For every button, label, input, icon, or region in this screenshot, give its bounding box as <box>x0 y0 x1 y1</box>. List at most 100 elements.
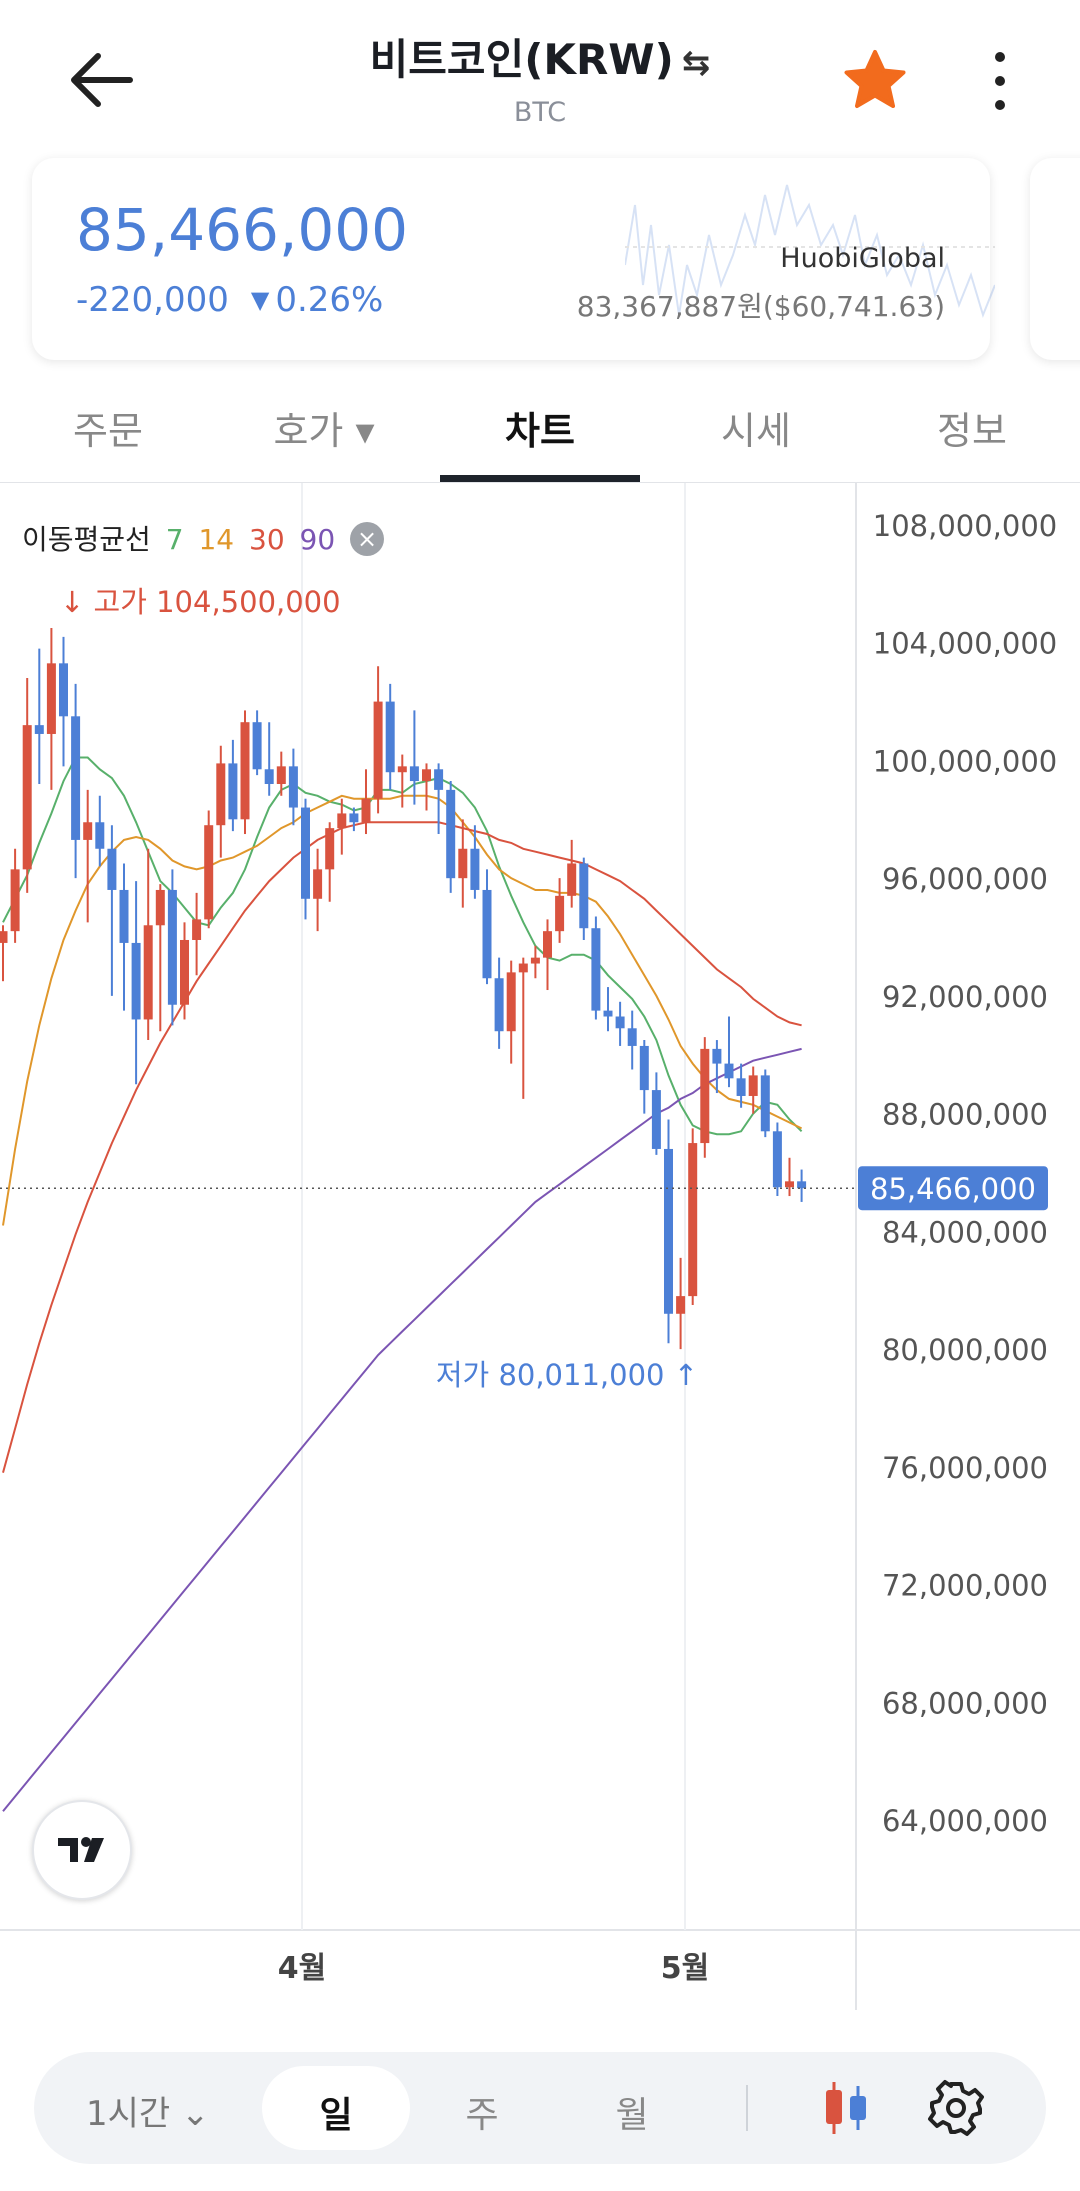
high-price-label: ↓ 고가 104,500,000 <box>60 585 341 619</box>
ma-period-14: 14 <box>198 523 235 556</box>
candle-body <box>131 942 141 1020</box>
candle-body <box>458 848 468 879</box>
down-triangle-icon: ▼ <box>250 286 270 314</box>
candle-body <box>240 722 250 820</box>
next-price-card[interactable] <box>1030 158 1080 360</box>
candle-body <box>155 889 165 926</box>
candle-body <box>313 869 323 899</box>
ma-period-30: 30 <box>249 523 285 556</box>
toolbar-separator <box>746 2085 748 2131</box>
candle-body <box>651 1090 661 1149</box>
swap-icon[interactable]: ⇆ <box>681 43 711 83</box>
candle-body <box>119 889 129 943</box>
candle-body <box>518 963 528 973</box>
tab-chart[interactable]: 차트 <box>505 409 575 453</box>
low-price-label: 저가 80,011,000 ↑ <box>436 1358 698 1392</box>
time-tick-label: 4월 <box>278 1951 326 1986</box>
candle-body <box>301 807 310 899</box>
candle-body <box>10 869 20 932</box>
more-menu-icon[interactable] <box>985 48 1015 114</box>
tab-orderbook[interactable]: 호가 ▾ <box>273 409 375 453</box>
candle-body <box>712 1048 722 1064</box>
time-tick-label: 5월 <box>661 1951 709 1986</box>
price-change: -220,000 ▼ 0.26% <box>76 280 383 320</box>
candle-body <box>785 1181 794 1188</box>
candle-body <box>482 889 492 979</box>
candle-body <box>434 769 444 790</box>
candle-body <box>422 769 431 782</box>
candle-body <box>276 766 286 784</box>
candle-body <box>748 1075 758 1096</box>
candle-body <box>216 763 226 826</box>
candle-body <box>397 766 407 773</box>
tab-trades[interactable]: 시세 <box>721 409 791 453</box>
candlestick-chart[interactable]: 108,000,000 104,000,000 100,000,000 96,000,… <box>0 483 1080 2010</box>
candle-body <box>724 1063 734 1079</box>
exchange-price: 83,367,887원($60,741.63) <box>576 290 945 323</box>
price-tick-label: 88,000,000 <box>882 1098 1048 1132</box>
period-month-button[interactable]: 월 <box>615 2095 649 2136</box>
candle-body <box>167 889 177 1005</box>
candle-body <box>204 825 214 920</box>
candle-body <box>22 725 32 870</box>
candle-body <box>676 1296 686 1314</box>
candle-body <box>373 701 383 799</box>
candle-body <box>361 798 371 823</box>
price-tick-label: 72,000,000 <box>882 1569 1048 1603</box>
sparkline-chart <box>625 184 995 319</box>
tab-active-indicator <box>440 475 640 482</box>
candle-body <box>83 822 93 840</box>
period-week-button[interactable]: 주 <box>465 2095 499 2136</box>
close-icon[interactable]: × <box>350 522 385 556</box>
candle-body <box>288 766 298 808</box>
price-tick-label: 68,000,000 <box>882 1686 1048 1720</box>
current-price-badge <box>858 1166 1048 1211</box>
price-card[interactable] <box>32 158 990 360</box>
price-tick-label: 96,000,000 <box>882 862 1048 896</box>
price-tick-label: 104,000,000 <box>873 627 1058 661</box>
ma-line-14 <box>2 794 803 1226</box>
settings-gear-icon[interactable] <box>926 2078 986 2138</box>
candle-body <box>639 1045 649 1091</box>
ma-legend[interactable]: 이동평균선 7 14 30 90 × <box>22 518 385 558</box>
price-tick-label: 76,000,000 <box>882 1451 1048 1485</box>
candle-body <box>579 863 589 929</box>
candle-body <box>46 663 56 734</box>
tab-divider <box>0 482 1080 483</box>
back-arrow-icon[interactable] <box>60 40 150 120</box>
candle-body <box>95 822 105 849</box>
price-tick-label: 80,000,000 <box>882 1333 1048 1367</box>
tab-info[interactable]: 정보 <box>937 409 1007 453</box>
candle-body <box>180 939 189 1005</box>
period-day-button[interactable]: 일 <box>319 2095 353 2136</box>
ma-legend-label: 이동평균선 <box>22 523 151 556</box>
candle-body <box>664 1148 673 1314</box>
candle-body <box>34 725 44 734</box>
candle-body <box>543 931 552 958</box>
candle-body <box>603 1010 613 1017</box>
candle-body <box>772 1131 782 1188</box>
ma-period-7: 7 <box>165 523 184 556</box>
candle-body <box>567 863 577 896</box>
candle-body <box>325 828 335 870</box>
candle-body <box>228 763 238 820</box>
coin-title: 비트코인(KRW) <box>369 35 674 84</box>
ma-line-90 <box>2 1047 802 1812</box>
price-tick-label: 64,000,000 <box>882 1804 1048 1838</box>
candle-body <box>688 1143 698 1297</box>
favorite-star-icon[interactable] <box>842 48 908 114</box>
tradingview-icon <box>58 1837 104 1862</box>
tradingview-logo[interactable] <box>32 1800 132 1900</box>
candle-body <box>264 769 274 784</box>
candle-body <box>470 848 480 890</box>
candle-body <box>615 1016 625 1029</box>
current-price-label: 85,466,000 <box>870 1172 1036 1206</box>
candle-body <box>446 789 456 879</box>
tab-order[interactable]: 주문 <box>73 409 143 453</box>
candle-style-icon[interactable] <box>818 2078 874 2138</box>
chart-toolbar <box>34 2052 1046 2164</box>
candle-body <box>59 663 68 717</box>
ma-period-90: 90 <box>299 523 336 556</box>
candle-body <box>627 1028 637 1046</box>
interval-dropdown[interactable]: 1시간 ⌄ <box>86 2094 210 2134</box>
